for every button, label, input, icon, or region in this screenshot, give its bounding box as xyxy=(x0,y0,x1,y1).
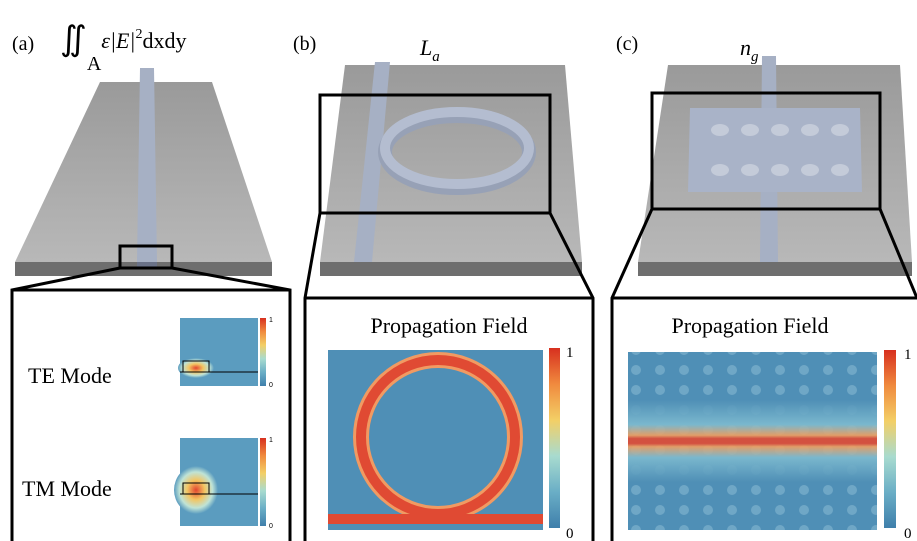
symbol: ng xyxy=(740,35,759,65)
mode-label: TE Mode xyxy=(28,363,112,388)
colorbar-max: 1 xyxy=(269,437,273,444)
formula-integral: ∬ xyxy=(60,21,87,58)
symbol-base: L xyxy=(419,35,432,60)
formula-tail: dxdy xyxy=(142,28,186,53)
panel-b: (b) La Propagation Field 1 0 xyxy=(293,33,593,541)
colorbar xyxy=(260,438,266,526)
symbol-sub: g xyxy=(751,49,759,65)
colorbar-min: 0 xyxy=(904,526,912,541)
phc-slab xyxy=(688,108,862,192)
colorbar-max: 1 xyxy=(269,317,273,324)
waveguide xyxy=(137,68,157,262)
formula-power: 2 xyxy=(135,27,142,42)
colorbar-min: 0 xyxy=(269,523,273,530)
inset-title: Propagation Field xyxy=(671,313,828,338)
mode-label: TM Mode xyxy=(22,476,112,501)
colorbar-min: 0 xyxy=(566,526,574,541)
bus-field xyxy=(328,514,543,524)
guided-field xyxy=(628,400,877,482)
colorbar-max: 1 xyxy=(566,345,574,361)
formula: ∬Aε|E|2dxdy xyxy=(60,21,186,75)
panel-c: (c) ng Propagation Field 1 0 xyxy=(612,33,917,541)
panel-label: (c) xyxy=(616,33,638,55)
panel-a: (a) ∬Aε|E|2dxdy TE Mode 1 0 TM Mode 1 0 xyxy=(12,21,290,541)
colorbar-max: 1 xyxy=(904,347,912,363)
colorbar xyxy=(884,350,896,528)
colorbar xyxy=(549,348,560,528)
symbol-base: n xyxy=(740,35,751,60)
zoom-line xyxy=(305,213,320,541)
symbol: La xyxy=(419,35,440,65)
colorbar xyxy=(260,318,266,386)
mode-field xyxy=(174,466,218,514)
panel-label: (b) xyxy=(293,33,316,55)
formula-body: ε|E| xyxy=(101,28,135,53)
panel-label: (a) xyxy=(12,33,34,55)
colorbar-min: 0 xyxy=(269,382,273,389)
inset-title: Propagation Field xyxy=(370,313,527,338)
slab-side xyxy=(638,262,912,276)
symbol-sub: a xyxy=(432,49,440,65)
figure: (a) ∬Aε|E|2dxdy TE Mode 1 0 TM Mode 1 0 … xyxy=(0,0,917,541)
formula-region: A xyxy=(87,53,102,75)
slab-side xyxy=(320,262,582,276)
